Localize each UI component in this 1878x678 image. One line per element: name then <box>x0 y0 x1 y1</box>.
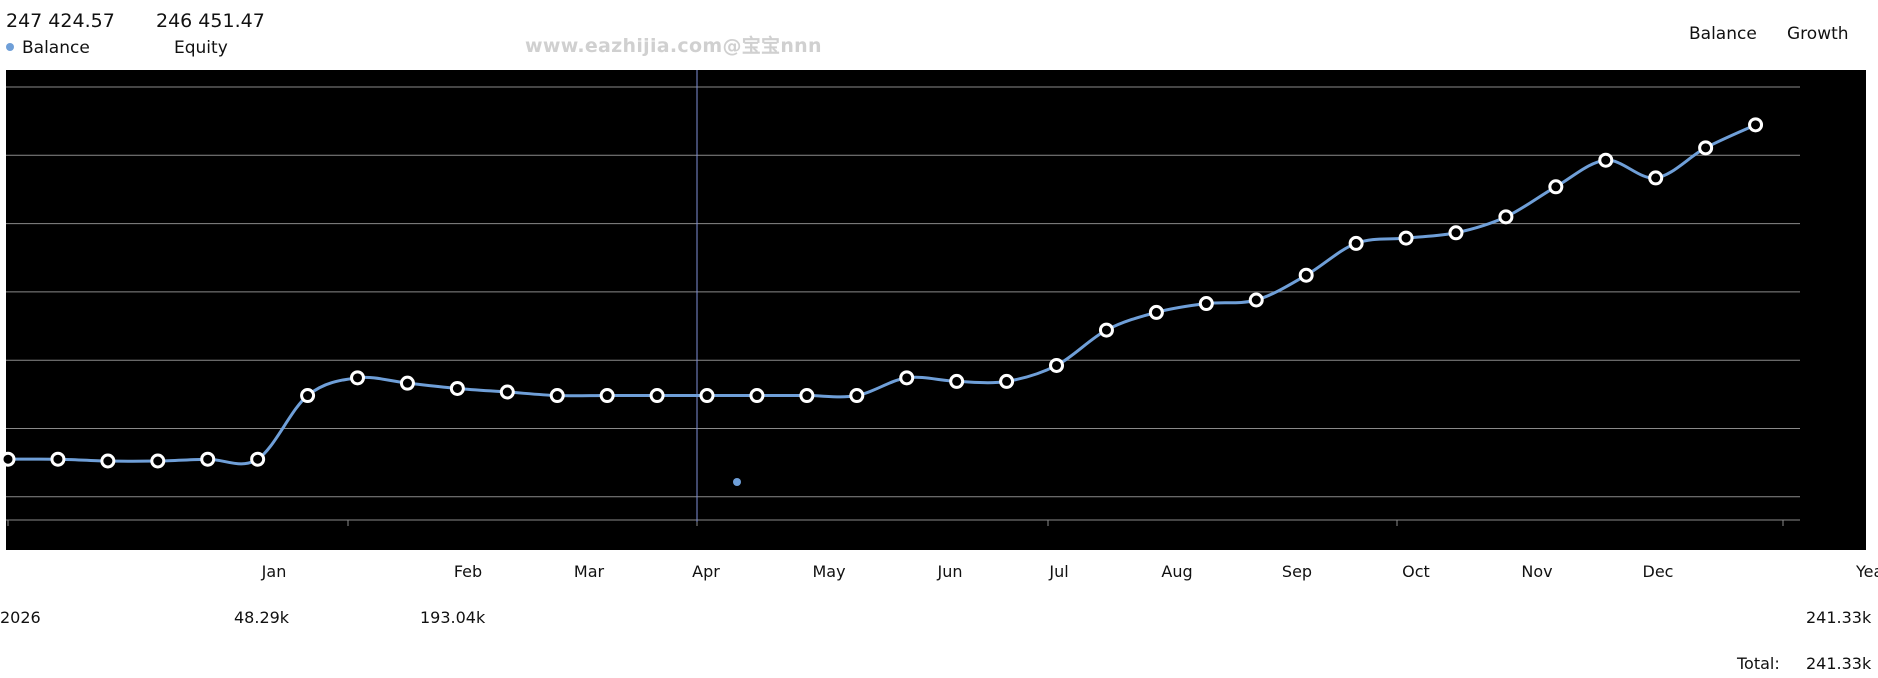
total-label: Total: <box>1737 654 1780 673</box>
month-label-feb: Feb <box>453 562 483 581</box>
data-point <box>849 388 865 404</box>
data-point <box>150 453 166 469</box>
data-point <box>1698 140 1714 156</box>
data-point <box>1098 322 1114 338</box>
data-point <box>300 388 316 404</box>
data-point <box>1049 357 1065 373</box>
data-point <box>1748 117 1764 133</box>
month-label-jun: Jun <box>937 562 963 581</box>
month-label-jul: Jul <box>1049 562 1069 581</box>
data-point <box>1348 235 1364 251</box>
month-label-dec: Dec <box>1642 562 1674 581</box>
data-point <box>50 451 66 467</box>
data-point <box>699 388 715 404</box>
data-point <box>1498 209 1514 225</box>
data-point <box>749 388 765 404</box>
data-point <box>350 370 366 386</box>
data-point <box>649 388 665 404</box>
data-point <box>899 370 915 386</box>
watermark-text: www.eazhijia.com@宝宝nnn <box>525 35 822 57</box>
balance-chart <box>0 70 1866 550</box>
data-point <box>399 375 415 391</box>
year-axis-label: Year <box>1856 562 1878 581</box>
x-axis-ticks <box>7 520 1784 526</box>
legend-balance[interactable]: Balance <box>6 38 90 58</box>
tooltip-point-icon <box>733 478 741 486</box>
plot-background <box>6 70 1866 550</box>
data-point <box>200 451 216 467</box>
year-value-1: 48.29k <box>234 608 290 627</box>
month-label-apr: Apr <box>692 562 720 581</box>
data-point <box>250 451 266 467</box>
data-point <box>100 453 116 469</box>
data-point <box>449 380 465 396</box>
data-point <box>0 451 16 467</box>
data-point <box>1448 225 1464 241</box>
data-point <box>1148 304 1164 320</box>
data-markers <box>0 117 1764 469</box>
data-point <box>1648 170 1664 186</box>
data-point <box>599 388 615 404</box>
data-point <box>549 388 565 404</box>
data-point <box>1548 179 1564 195</box>
legend-dot-icon <box>6 43 14 51</box>
data-point <box>799 388 815 404</box>
legend-equity[interactable]: Equity <box>174 38 228 58</box>
equity-value: 246 451.47 <box>156 10 265 32</box>
data-point <box>1198 296 1214 312</box>
data-point <box>1398 230 1414 246</box>
data-point <box>999 373 1015 389</box>
data-point <box>1248 292 1264 308</box>
data-point <box>949 373 965 389</box>
month-label-may: May <box>812 562 846 581</box>
month-label-sep: Sep <box>1281 562 1313 581</box>
data-point <box>499 384 515 400</box>
month-label-mar: Mar <box>573 562 605 581</box>
legend-balance-label: Balance <box>22 38 90 58</box>
grid-lines <box>6 86 1800 521</box>
balance-value: 247 424.57 <box>6 10 115 32</box>
month-label-nov: Nov <box>1521 562 1553 581</box>
growth-toggle[interactable]: Growth <box>1787 24 1849 44</box>
month-label-aug: Aug <box>1161 562 1193 581</box>
month-label-oct: Oct <box>1402 562 1430 581</box>
total-value: 241.33k <box>1806 654 1872 673</box>
year-total-value: 241.33k <box>1806 608 1872 627</box>
data-point <box>1298 267 1314 283</box>
year-value-2: 193.04k <box>420 608 486 627</box>
year-label: 2026 <box>0 608 41 627</box>
balance-toggle[interactable]: Balance <box>1689 24 1757 44</box>
data-point <box>1598 152 1614 168</box>
month-label-jan: Jan <box>261 562 287 581</box>
legend-equity-label: Equity <box>174 38 228 58</box>
